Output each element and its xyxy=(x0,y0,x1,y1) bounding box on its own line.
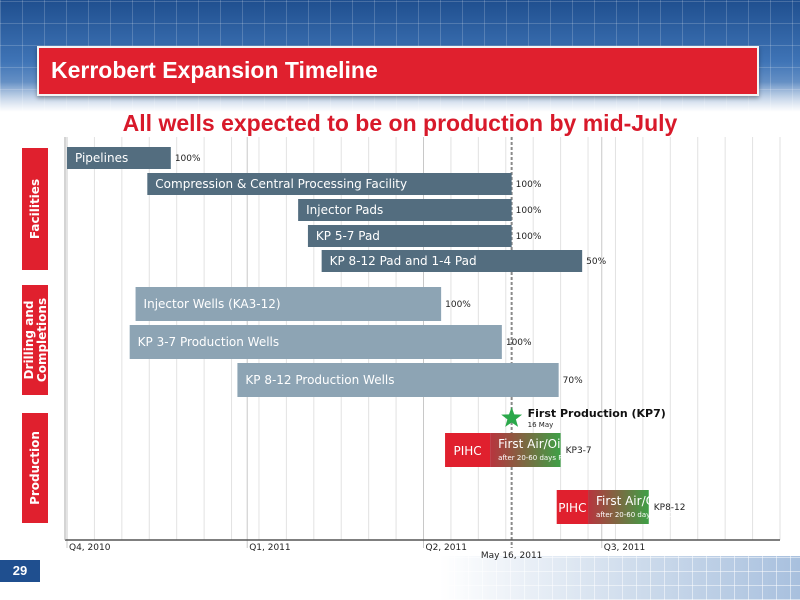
task-bar: KP 8-12 Pad and 1-4 Pad 50% xyxy=(321,250,607,272)
task-bar-rect xyxy=(490,433,561,467)
task-bar-label: PIHC xyxy=(558,501,586,515)
task-bar-rect xyxy=(147,173,512,195)
category-label-text: Drilling and xyxy=(22,301,36,380)
milestone: First Production (KP7)16 May xyxy=(501,407,666,429)
x-tick-label: Q3, 2011 xyxy=(604,543,645,553)
task-bar-label: Injector Pads xyxy=(306,203,383,217)
task-bar: KP 3-7 Production Wells 100% xyxy=(129,325,532,359)
task-bar-label: First Air/Oil xyxy=(498,437,564,451)
task-bar-label: PIHC xyxy=(453,444,481,458)
task-bar: PIHC xyxy=(445,433,491,467)
task-end-label: KP8-12 xyxy=(654,503,686,513)
category-label-box xyxy=(22,413,48,523)
milestone-star-icon xyxy=(501,407,523,427)
x-tick-label: Q2, 2011 xyxy=(426,543,467,553)
category-label-box xyxy=(22,285,48,395)
task-bar-label: KP 8-12 Pad and 1-4 Pad xyxy=(330,254,477,268)
task-bar-label: KP 3-7 Production Wells xyxy=(138,335,279,349)
category-label-text: Completions xyxy=(35,298,49,382)
task-bar-label: KP 8-12 Production Wells xyxy=(245,373,394,387)
category-label-text: Facilities xyxy=(28,179,42,239)
task-bar-label: KP 5-7 Pad xyxy=(316,229,380,243)
task-bar: Injector Pads 100% xyxy=(298,199,542,221)
task-bar: Injector Wells (KA3-12) 100% xyxy=(135,287,471,321)
task-bar-rect xyxy=(445,433,491,467)
task-percent-label: 70% xyxy=(563,376,583,386)
x-tick-label: May 16, 2011 xyxy=(481,551,543,561)
task-bar-rect xyxy=(321,250,583,272)
category-label: Facilities xyxy=(22,148,48,270)
title-bar: Kerrobert Expansion Timeline xyxy=(37,46,759,96)
task-bar-label: Compression & Central Processing Facilit… xyxy=(155,177,407,191)
task-percent-label: 100% xyxy=(506,338,532,348)
task-percent-label: 100% xyxy=(516,232,542,242)
task-percent-label: 50% xyxy=(586,257,606,267)
task-bar-note: after 20-60 days PIHC xyxy=(498,454,575,462)
task-percent-label: 100% xyxy=(516,180,542,190)
task-bar: Pipelines 100% xyxy=(67,147,201,169)
task-percent-label: 100% xyxy=(516,206,542,216)
task-bar: KP 8-12 Production Wells 70% xyxy=(237,363,583,397)
category-label-box xyxy=(22,148,48,270)
task-bar-label: Injector Wells (KA3-12) xyxy=(144,297,281,311)
task-bar-rect xyxy=(129,325,502,359)
task-bar-rect xyxy=(135,287,442,321)
task-bar-label: First Air/Oil xyxy=(596,494,662,508)
task-bar-rect xyxy=(307,225,512,247)
task-bar: Compression & Central Processing Facilit… xyxy=(147,173,542,195)
task-bar-rect xyxy=(556,490,589,524)
x-tick-label: Q1, 2011 xyxy=(249,543,290,553)
footer-background xyxy=(440,556,800,600)
task-bar-rect xyxy=(237,363,559,397)
task-end-label: KP3-7 xyxy=(566,446,592,456)
task-bar-label: Pipelines xyxy=(75,151,128,165)
task-percent-label: 100% xyxy=(175,154,201,164)
milestone-label: First Production (KP7) xyxy=(528,407,666,420)
task-bar-rect xyxy=(298,199,512,221)
task-bar: PIHC xyxy=(556,490,589,524)
page-number: 29 xyxy=(0,560,40,582)
task-bar-note: after 20-60 days PIHC xyxy=(596,511,673,519)
task-bar-rect xyxy=(67,147,171,169)
category-label: Drilling and Completions xyxy=(22,285,49,395)
task-bar: KP 5-7 Pad 100% xyxy=(307,225,542,247)
category-label-text: Production xyxy=(28,431,42,505)
footer-grid-pattern xyxy=(440,556,800,600)
slide-subtitle: All wells expected to be on production b… xyxy=(122,110,678,136)
task-bar-rect xyxy=(588,490,649,524)
milestone-sublabel: 16 May xyxy=(528,421,554,429)
x-tick-label: Q4, 2010 xyxy=(69,543,111,553)
task-percent-label: 100% xyxy=(445,300,471,310)
category-label: Production xyxy=(22,413,48,523)
slide-title: Kerrobert Expansion Timeline xyxy=(51,57,378,83)
